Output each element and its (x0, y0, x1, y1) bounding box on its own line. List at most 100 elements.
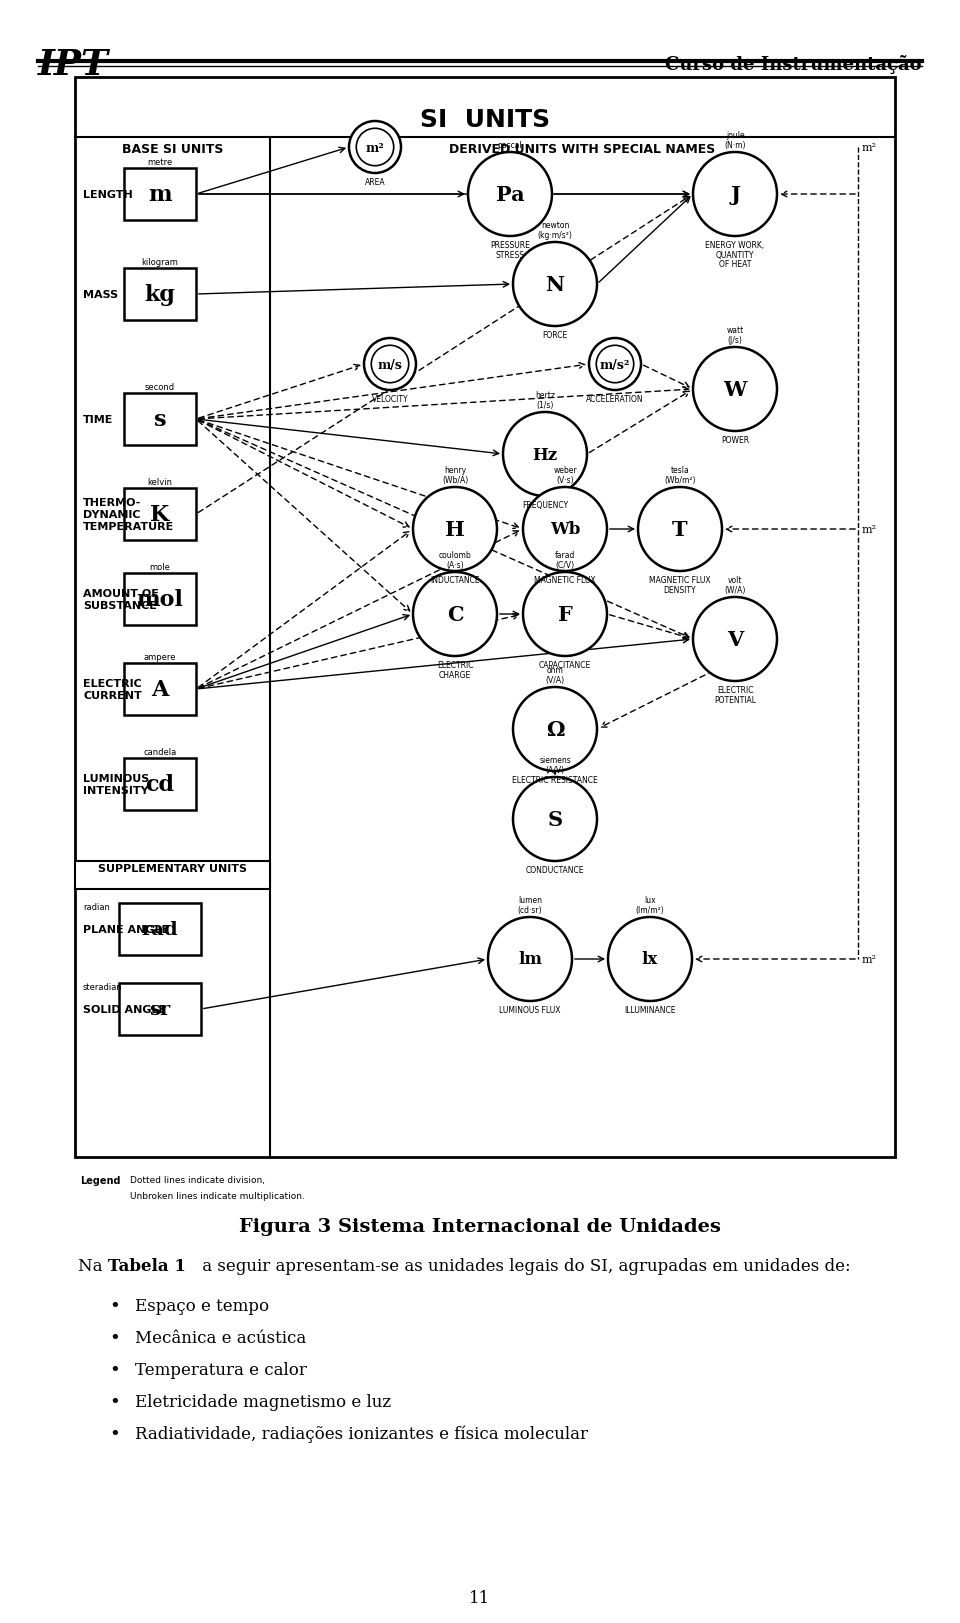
Text: lux
(lm/m²): lux (lm/m²) (636, 896, 664, 914)
Text: Legend: Legend (80, 1175, 121, 1185)
Bar (124, 269, 196, 321)
Text: LUMINOUS
INTENSITY: LUMINOUS INTENSITY (83, 774, 149, 795)
Text: cd: cd (146, 774, 175, 795)
Text: weber
(V·s): weber (V·s) (553, 466, 577, 485)
Text: Tabela 1: Tabela 1 (108, 1258, 186, 1274)
Text: Na: Na (78, 1258, 108, 1274)
Circle shape (638, 487, 722, 571)
Text: POWER: POWER (721, 435, 749, 445)
Circle shape (503, 412, 587, 497)
Text: ELECTRIC RESISTANCE: ELECTRIC RESISTANCE (512, 776, 598, 784)
Text: kelvin: kelvin (148, 477, 173, 487)
Text: ELECTRIC
CHARGE: ELECTRIC CHARGE (437, 661, 473, 680)
Text: S: S (547, 810, 563, 829)
Circle shape (356, 130, 394, 167)
Text: m/s: m/s (377, 359, 402, 372)
Text: m/s²: m/s² (600, 359, 630, 372)
Text: Temperatura e calor: Temperatura e calor (135, 1362, 307, 1378)
Text: Curso de Instrumentação: Curso de Instrumentação (665, 55, 922, 75)
Text: F: F (558, 605, 572, 625)
Text: Espaço e tempo: Espaço e tempo (135, 1297, 269, 1315)
Circle shape (413, 487, 497, 571)
Circle shape (608, 917, 692, 1001)
Text: a seguir apresentam-se as unidades legais do SI, agrupadas em unidades de:: a seguir apresentam-se as unidades legai… (197, 1258, 851, 1274)
Circle shape (693, 347, 777, 432)
Circle shape (513, 243, 597, 326)
Text: Dotted lines indicate division,: Dotted lines indicate division, (130, 1175, 265, 1185)
Bar (75, 862, 270, 889)
Text: TIME: TIME (83, 415, 113, 425)
Circle shape (589, 339, 641, 391)
Text: m: m (148, 183, 172, 206)
Text: ohm
(V/A): ohm (V/A) (545, 665, 564, 685)
Text: Hz: Hz (533, 446, 558, 463)
Text: Wb: Wb (550, 521, 580, 539)
Text: ELECTRIC
POTENTIAL: ELECTRIC POTENTIAL (714, 685, 756, 704)
Circle shape (364, 339, 416, 391)
Text: DERIVED UNITS WITH SPECIAL NAMES: DERIVED UNITS WITH SPECIAL NAMES (449, 143, 715, 156)
Text: volt
(W/A): volt (W/A) (724, 576, 746, 594)
Text: mole: mole (150, 563, 171, 571)
Text: tesla
(Wb/m²): tesla (Wb/m²) (664, 466, 696, 485)
Circle shape (693, 597, 777, 682)
Text: Radiatividade, radiações ionizantes e física molecular: Radiatividade, radiações ionizantes e fí… (135, 1425, 588, 1443)
Text: INDUCTANCE: INDUCTANCE (430, 576, 480, 584)
Text: radian: radian (83, 902, 109, 912)
Text: MAGNETIC FLUX
DENSITY: MAGNETIC FLUX DENSITY (649, 576, 710, 594)
Bar (119, 984, 201, 1035)
Text: SUPPLEMENTARY UNITS: SUPPLEMENTARY UNITS (98, 863, 247, 873)
Text: candela: candela (143, 748, 177, 756)
Text: steradian: steradian (83, 982, 123, 992)
Text: AREA: AREA (365, 179, 385, 187)
Text: s: s (154, 409, 166, 430)
Text: lm: lm (518, 951, 542, 967)
Circle shape (468, 153, 552, 237)
Circle shape (349, 122, 401, 174)
Text: N: N (545, 274, 564, 295)
Text: kilogram: kilogram (141, 258, 179, 266)
Text: pascal: pascal (497, 141, 522, 149)
Text: watt
(J/s): watt (J/s) (727, 326, 744, 344)
Bar (124, 489, 196, 540)
Text: m²: m² (862, 954, 877, 964)
Text: FORCE: FORCE (542, 331, 567, 339)
Text: Eletricidade magnetismo e luz: Eletricidade magnetismo e luz (135, 1393, 391, 1410)
Text: siemens
(A/V): siemens (A/V) (540, 756, 571, 774)
Text: m²: m² (366, 141, 384, 154)
Text: farad
(C/V): farad (C/V) (555, 550, 575, 570)
Text: 11: 11 (469, 1589, 491, 1607)
Text: m²: m² (862, 524, 877, 534)
Text: Ω: Ω (545, 719, 564, 740)
Bar (124, 758, 196, 810)
Text: LENGTH: LENGTH (83, 190, 132, 200)
Text: •: • (109, 1329, 120, 1347)
Text: Pa: Pa (495, 185, 524, 204)
Text: V: V (727, 630, 743, 649)
Text: coulomb
(A·s): coulomb (A·s) (439, 550, 471, 570)
Circle shape (693, 153, 777, 237)
Text: A: A (152, 678, 169, 701)
Text: MAGNETIC FLUX: MAGNETIC FLUX (534, 576, 596, 584)
Text: T: T (672, 519, 687, 540)
Text: K: K (151, 503, 170, 526)
Text: henry
(Wb/A): henry (Wb/A) (442, 466, 468, 485)
Text: newton
(kg·m/s²): newton (kg·m/s²) (538, 221, 572, 240)
Text: W: W (723, 380, 747, 399)
Circle shape (523, 573, 607, 657)
Text: FREQUENCY: FREQUENCY (522, 500, 568, 510)
Text: mol: mol (136, 589, 183, 610)
Text: •: • (109, 1297, 120, 1315)
Text: Unbroken lines indicate multiplication.: Unbroken lines indicate multiplication. (130, 1191, 305, 1201)
Text: SOLID ANGLE: SOLID ANGLE (83, 1005, 166, 1014)
Text: PRESSURE
STRESS: PRESSURE STRESS (490, 240, 530, 260)
Text: second: second (145, 383, 175, 391)
Text: lx: lx (642, 951, 659, 967)
Text: Figura 3 Sistema Internacional de Unidades: Figura 3 Sistema Internacional de Unidad… (239, 1217, 721, 1235)
Text: ampere: ampere (144, 652, 177, 662)
Text: AMOUNT OF
SUBSTANCE: AMOUNT OF SUBSTANCE (83, 589, 158, 610)
Circle shape (513, 777, 597, 862)
Text: J: J (730, 185, 740, 204)
Text: ENERGY WORK,
QUANTITY
OF HEAT: ENERGY WORK, QUANTITY OF HEAT (706, 240, 764, 269)
Text: •: • (109, 1362, 120, 1380)
Text: ACCELERATION: ACCELERATION (587, 394, 644, 404)
